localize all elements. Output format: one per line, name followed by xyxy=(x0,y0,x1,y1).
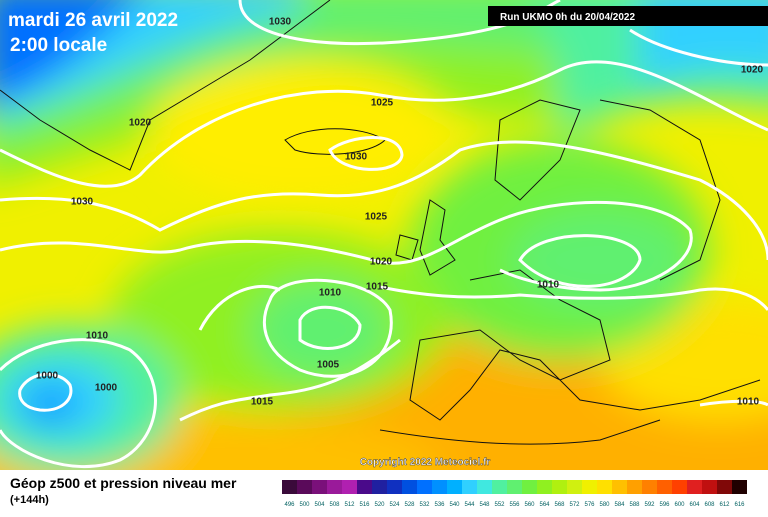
scale-cell xyxy=(327,480,342,494)
scale-label: 540 xyxy=(449,502,460,508)
scale-label: 572 xyxy=(569,502,580,508)
scale-label: 520 xyxy=(374,502,385,508)
isobar-label: 1025 xyxy=(365,212,388,223)
scale-cell xyxy=(432,480,447,494)
scale-cell xyxy=(492,480,507,494)
scale-cell xyxy=(387,480,402,494)
map-subtitle: 2:00 locale xyxy=(10,35,107,56)
scale-cell xyxy=(597,480,612,494)
scale-cell xyxy=(657,480,672,494)
scale-label: 600 xyxy=(674,502,685,508)
scale-cell xyxy=(732,480,747,494)
isobar-label: 1020 xyxy=(129,118,152,129)
map-title: mardi 26 avril 2022 xyxy=(8,10,178,31)
scale-cell xyxy=(417,480,432,494)
scale-cell xyxy=(717,480,732,494)
scale-cell xyxy=(477,480,492,494)
scale-label: 576 xyxy=(584,502,595,508)
isobar-label: 1010 xyxy=(737,397,760,408)
isobar-label: 1030 xyxy=(269,17,292,28)
scale-label: 588 xyxy=(629,502,640,508)
scale-label: 508 xyxy=(329,502,340,508)
scale-label: 504 xyxy=(314,502,325,508)
scale-cell xyxy=(342,480,357,494)
scale-cell xyxy=(402,480,417,494)
scale-label: 596 xyxy=(659,502,670,508)
scale-label: 548 xyxy=(479,502,490,508)
isobar-label: 1030 xyxy=(345,152,368,163)
scale-cell xyxy=(282,480,297,494)
isobar-label: 1015 xyxy=(251,397,274,408)
coastlines xyxy=(0,0,761,445)
isobar-label: 1020 xyxy=(370,257,393,268)
isobar-label: 1010 xyxy=(319,288,342,299)
isobar-label: 1005 xyxy=(317,360,340,371)
scale-label: 516 xyxy=(359,502,370,508)
isobar-label: 1025 xyxy=(371,98,394,109)
color-scale: 496 500 504 508 512 516 520 524 528 532 536 540 544 5… xyxy=(282,480,747,508)
footer-subtitle: (+144h) xyxy=(10,494,49,506)
run-label: Run UKMO 0h du 20/04/2022 xyxy=(500,12,635,23)
isobar-label: 1020 xyxy=(741,65,764,76)
isobar-label: 1030 xyxy=(71,197,94,208)
isobars xyxy=(0,0,768,469)
scale-label: 584 xyxy=(614,502,625,508)
scale-cell xyxy=(537,480,552,494)
scale-cell xyxy=(447,480,462,494)
scale-label: 612 xyxy=(719,502,730,508)
scale-cell xyxy=(507,480,522,494)
scale-label: 500 xyxy=(299,502,310,508)
scale-cell xyxy=(702,480,717,494)
footer-title: Géop z500 et pression niveau mer xyxy=(10,475,237,491)
scale-cell xyxy=(462,480,477,494)
scale-cell xyxy=(582,480,597,494)
scale-cell xyxy=(612,480,627,494)
scale-label: 604 xyxy=(689,502,700,508)
isobar-labels: 1030 1020 1020 1025 1030 1030 1025 1020 1015 1010… xyxy=(36,17,764,408)
scale-label: 564 xyxy=(539,502,550,508)
scale-cell xyxy=(522,480,537,494)
scale-cell xyxy=(672,480,687,494)
scale-label: 560 xyxy=(524,502,535,508)
scale-label: 580 xyxy=(599,502,610,508)
scale-cell xyxy=(297,480,312,494)
scale-cell xyxy=(567,480,582,494)
scale-label: 536 xyxy=(434,502,445,508)
scale-label: 556 xyxy=(509,502,520,508)
scale-label: 592 xyxy=(644,502,655,508)
scale-label: 524 xyxy=(389,502,400,508)
scale-label: 512 xyxy=(344,502,355,508)
run-box xyxy=(488,6,768,26)
isobar-label: 1015 xyxy=(366,282,389,293)
scale-label: 544 xyxy=(464,502,475,508)
scale-cell xyxy=(687,480,702,494)
scale-label: 496 xyxy=(284,502,295,508)
isobar-label: 1010 xyxy=(86,331,109,342)
scale-label: 568 xyxy=(554,502,565,508)
scale-label: 528 xyxy=(404,502,415,508)
scale-cell xyxy=(372,480,387,494)
isobar-label: 1010 xyxy=(537,280,560,291)
scale-label: 616 xyxy=(734,502,745,508)
scale-cell xyxy=(552,480,567,494)
isobar-label: 1000 xyxy=(95,383,118,394)
scale-label: 552 xyxy=(494,502,505,508)
copyright: Copyright 2022 Meteociel.fr xyxy=(360,457,491,468)
scale-label: 532 xyxy=(419,502,430,508)
scale-cell xyxy=(312,480,327,494)
scale-cell xyxy=(642,480,657,494)
scale-cell xyxy=(357,480,372,494)
scale-cell xyxy=(627,480,642,494)
isobar-label: 1000 xyxy=(36,371,59,382)
scale-label: 608 xyxy=(704,502,715,508)
